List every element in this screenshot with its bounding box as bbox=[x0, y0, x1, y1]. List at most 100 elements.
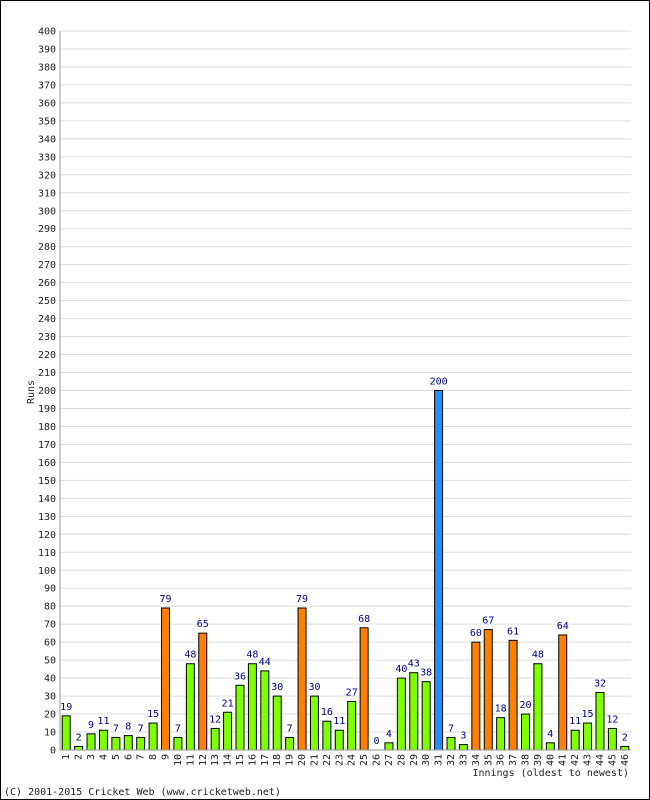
y-tick-label: 280 bbox=[38, 242, 56, 253]
y-tick-label: 160 bbox=[38, 458, 56, 469]
bar-innings-25 bbox=[359, 627, 369, 751]
x-tick-label: 21 bbox=[309, 754, 320, 766]
bar-innings-42 bbox=[570, 729, 580, 751]
data-label: 4 bbox=[386, 729, 392, 740]
data-label: 68 bbox=[358, 614, 370, 625]
bar-innings-44 bbox=[595, 691, 605, 751]
bar-innings-8 bbox=[148, 722, 158, 751]
x-tick-label: 17 bbox=[260, 754, 271, 766]
x-tick-label: 26 bbox=[372, 754, 383, 766]
x-tick-label: 20 bbox=[297, 754, 308, 766]
bar-innings-18 bbox=[272, 695, 282, 751]
data-label: 48 bbox=[532, 650, 544, 661]
x-tick-label: 9 bbox=[161, 754, 172, 760]
x-tick-label: 11 bbox=[185, 754, 196, 766]
x-axis-label: Innings (oldest to newest) bbox=[472, 768, 629, 779]
x-tick-label: 29 bbox=[409, 754, 420, 766]
bar-innings-24 bbox=[347, 700, 357, 751]
data-label: 79 bbox=[159, 594, 171, 605]
y-tick-label: 170 bbox=[38, 440, 56, 451]
x-tick-label: 33 bbox=[458, 754, 469, 766]
y-tick-label: 20 bbox=[44, 710, 56, 721]
x-tick-label: 12 bbox=[198, 754, 209, 766]
bar-innings-35 bbox=[483, 629, 493, 751]
data-label: 11 bbox=[333, 716, 345, 727]
bar-innings-3 bbox=[86, 733, 96, 751]
y-tick-label: 360 bbox=[38, 98, 56, 109]
data-label: 2 bbox=[76, 732, 82, 743]
y-tick-label: 180 bbox=[38, 422, 56, 433]
data-label: 11 bbox=[97, 716, 109, 727]
data-label: 43 bbox=[408, 659, 420, 670]
data-label: 48 bbox=[184, 650, 196, 661]
data-label: 200 bbox=[430, 377, 448, 388]
y-tick-label: 270 bbox=[38, 260, 56, 271]
y-tick-labels: 0 10 20 30 40 50 60 70 80 90 100 110 120 130 140 150 160… bbox=[38, 27, 56, 757]
x-tick-label: 7 bbox=[136, 754, 147, 760]
x-tick-label: 19 bbox=[285, 754, 296, 766]
x-tick-label: 40 bbox=[545, 754, 556, 766]
data-label: 19 bbox=[60, 702, 72, 713]
data-label: 40 bbox=[395, 664, 407, 675]
bar-innings-15 bbox=[235, 684, 245, 751]
y-tick-label: 390 bbox=[38, 44, 56, 55]
gridlines bbox=[60, 30, 631, 733]
y-tick-label: 70 bbox=[44, 620, 56, 631]
data-label: 15 bbox=[147, 709, 159, 720]
data-label: 7 bbox=[113, 723, 119, 734]
data-label: 32 bbox=[594, 678, 606, 689]
x-tick-label: 34 bbox=[471, 754, 482, 766]
bar-innings-32 bbox=[446, 736, 456, 751]
y-tick-label: 340 bbox=[38, 134, 56, 145]
y-tick-label: 380 bbox=[38, 62, 56, 73]
bar-innings-37 bbox=[508, 639, 518, 751]
data-label: 4 bbox=[547, 729, 553, 740]
x-tick-label: 2 bbox=[74, 754, 85, 760]
bar-innings-5 bbox=[111, 736, 121, 751]
x-tick-label: 27 bbox=[384, 754, 395, 766]
x-tick-label: 3 bbox=[86, 754, 97, 760]
y-tick-label: 250 bbox=[38, 296, 56, 307]
x-tick-label: 43 bbox=[583, 754, 594, 766]
data-label: 3 bbox=[460, 731, 466, 742]
y-tick-label: 40 bbox=[44, 674, 56, 685]
y-tick-label: 260 bbox=[38, 278, 56, 289]
y-tick-label: 190 bbox=[38, 404, 56, 415]
bar-innings-41 bbox=[558, 634, 568, 751]
data-label: 9 bbox=[88, 720, 94, 731]
y-tick-label: 30 bbox=[44, 692, 56, 703]
x-tick-label: 6 bbox=[123, 754, 134, 760]
data-label: 12 bbox=[209, 714, 221, 725]
data-label: 38 bbox=[420, 668, 432, 679]
bar-innings-1 bbox=[61, 715, 71, 751]
bar-innings-2 bbox=[74, 745, 84, 751]
bar-innings-12 bbox=[198, 632, 208, 751]
y-tick-label: 310 bbox=[38, 188, 56, 199]
data-label: 16 bbox=[321, 707, 333, 718]
y-tick-label: 140 bbox=[38, 494, 56, 505]
data-label: 7 bbox=[448, 723, 454, 734]
data-label: 30 bbox=[308, 682, 320, 693]
y-tick-label: 100 bbox=[38, 566, 56, 577]
y-tick-label: 230 bbox=[38, 332, 56, 343]
y-tick-label: 210 bbox=[38, 368, 56, 379]
y-tick-label: 220 bbox=[38, 350, 56, 361]
data-label: 11 bbox=[569, 716, 581, 727]
bar-innings-27 bbox=[384, 742, 394, 751]
bar-innings-17 bbox=[260, 670, 270, 751]
data-label: 61 bbox=[507, 626, 519, 637]
x-tick-label: 37 bbox=[508, 754, 519, 766]
bar-innings-4 bbox=[98, 729, 108, 751]
bar-innings-11 bbox=[185, 663, 195, 751]
data-label: 60 bbox=[470, 628, 482, 639]
bar-innings-36 bbox=[496, 717, 506, 751]
x-tick-label: 23 bbox=[334, 754, 345, 766]
y-tick-label: 400 bbox=[38, 27, 56, 38]
x-tick-label: 22 bbox=[322, 754, 333, 766]
bar-innings-40 bbox=[545, 742, 555, 751]
bar-innings-16 bbox=[247, 663, 257, 751]
data-label: 30 bbox=[271, 682, 283, 693]
x-tick-label: 31 bbox=[434, 754, 445, 766]
x-tick-label: 46 bbox=[620, 754, 631, 766]
